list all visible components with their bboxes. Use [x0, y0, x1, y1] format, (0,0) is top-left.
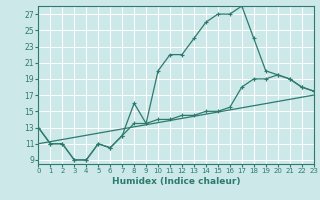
X-axis label: Humidex (Indice chaleur): Humidex (Indice chaleur): [112, 177, 240, 186]
